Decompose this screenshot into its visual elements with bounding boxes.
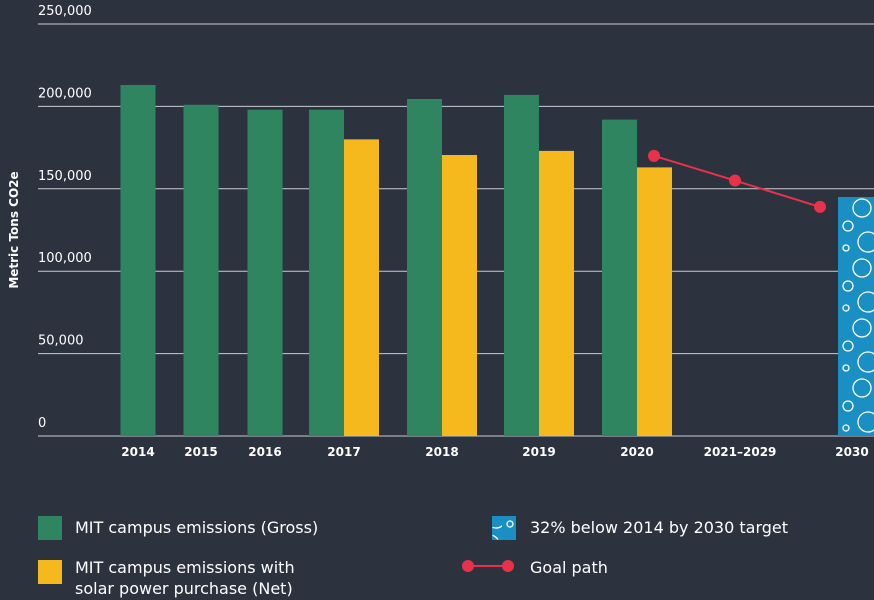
bar — [504, 95, 539, 436]
x-tick-label: 2018 — [425, 445, 458, 459]
bar — [184, 105, 219, 436]
x-tick-label: 2019 — [522, 445, 555, 459]
legend-swatch — [492, 516, 516, 540]
bar — [442, 155, 477, 436]
bar — [539, 151, 574, 436]
y-tick-label: 0 — [38, 416, 46, 431]
x-tick-label: 2016 — [248, 445, 281, 459]
bar — [344, 139, 379, 436]
legend-label: 32% below 2014 by 2030 target — [530, 517, 860, 538]
legend-swatch — [38, 516, 62, 540]
bar — [602, 120, 637, 436]
bar — [637, 167, 672, 436]
goal-point — [648, 150, 660, 162]
x-tick-label: 2021–2029 — [704, 445, 777, 459]
y-tick-label: 250,000 — [38, 4, 92, 19]
legend-swatch — [460, 558, 516, 574]
x-tick-label: 2030 — [835, 445, 868, 459]
goal-point — [814, 201, 826, 213]
page: Metric Tons CO2e 0 50,000 100,000 150,000 20… — [0, 0, 874, 600]
legend-label: MIT campus emissions (Gross) — [75, 517, 375, 538]
y-axis-label: Metric Tons CO2e — [7, 171, 21, 288]
x-tick-label: 2015 — [184, 445, 217, 459]
y-tick-label: 150,000 — [38, 169, 92, 184]
bar — [838, 197, 874, 436]
x-tick-label: 2017 — [327, 445, 360, 459]
legend-swatch — [38, 560, 62, 584]
y-tick-label: 200,000 — [38, 86, 92, 101]
goal-point — [729, 175, 741, 187]
bar — [248, 110, 283, 436]
bar — [121, 85, 156, 436]
legend-label: MIT campus emissions with solar power pu… — [75, 557, 325, 599]
x-tick-label: 2014 — [121, 445, 154, 459]
chart: Metric Tons CO2e 0 50,000 100,000 150,000 20… — [0, 0, 874, 600]
y-tick-label: 50,000 — [38, 334, 84, 349]
bar — [309, 110, 344, 436]
x-tick-label: 2020 — [620, 445, 653, 459]
legend-label: Goal path — [530, 557, 730, 578]
bar — [407, 99, 442, 436]
y-tick-label: 100,000 — [38, 251, 92, 266]
